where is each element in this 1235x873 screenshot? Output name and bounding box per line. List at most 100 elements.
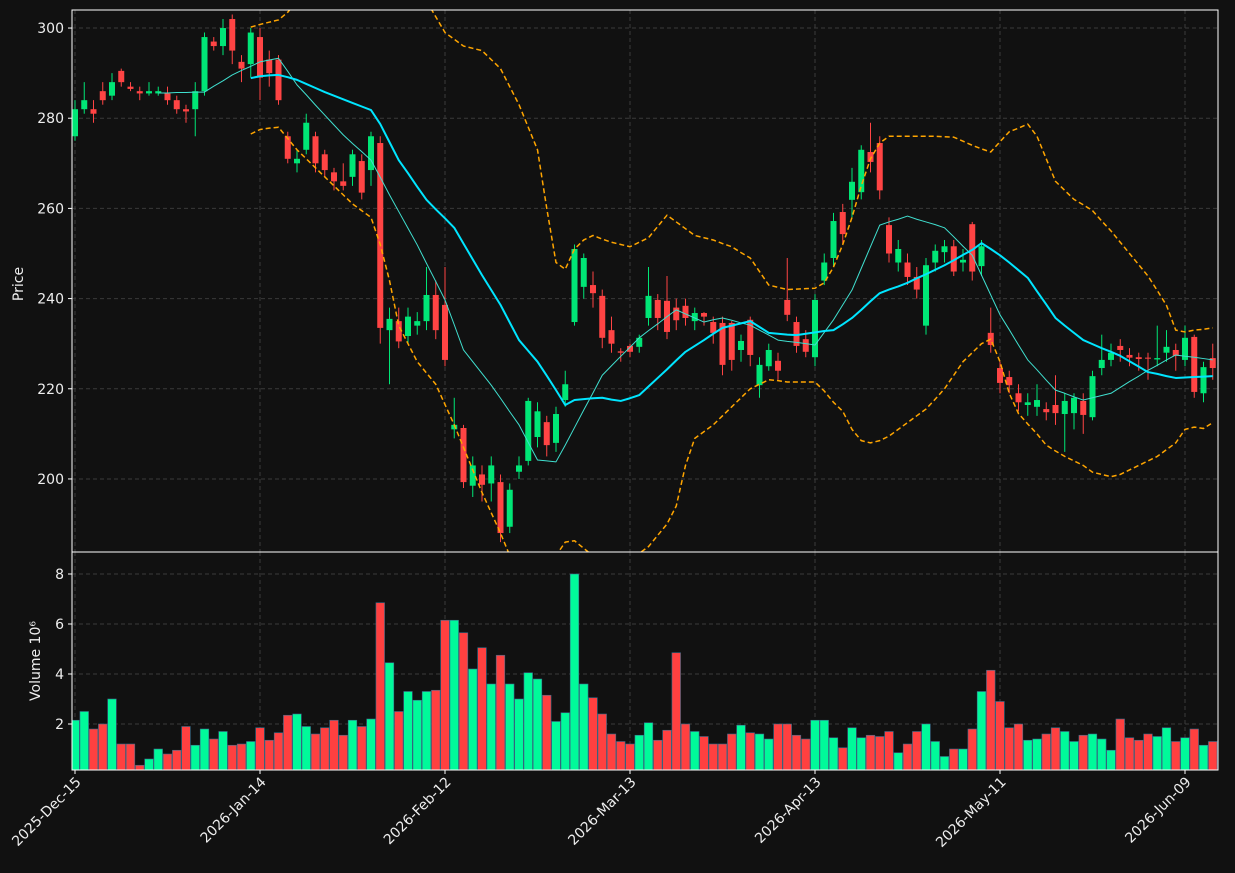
volume-bar bbox=[828, 737, 839, 770]
volume-bar bbox=[597, 713, 607, 770]
volume-bar bbox=[153, 748, 163, 770]
candle-body bbox=[571, 248, 578, 323]
volume-bar bbox=[1198, 744, 1209, 770]
volume-bar bbox=[1023, 739, 1033, 770]
candle-body bbox=[997, 368, 1003, 383]
candle-body bbox=[340, 181, 347, 186]
volume-bar bbox=[310, 733, 321, 770]
y-tick-label: 2 bbox=[55, 717, 64, 733]
volume-bar bbox=[357, 726, 367, 770]
candle-body bbox=[645, 295, 652, 318]
volume-bar bbox=[264, 739, 274, 770]
candle-body bbox=[229, 19, 236, 51]
volume-bar bbox=[116, 743, 126, 770]
candle-body bbox=[839, 212, 846, 235]
volume-bar bbox=[745, 732, 755, 770]
candle-body bbox=[580, 258, 587, 287]
volume-bar bbox=[939, 756, 950, 770]
volume-bar bbox=[1004, 727, 1014, 770]
volume-bar bbox=[912, 731, 922, 770]
y-tick-label: 300 bbox=[37, 21, 64, 37]
volume-bar bbox=[1078, 734, 1088, 770]
volume-bar bbox=[273, 732, 284, 770]
candle-body bbox=[192, 91, 199, 110]
candle-body bbox=[146, 91, 152, 94]
volume-bar bbox=[190, 744, 200, 770]
volume-bar bbox=[1097, 738, 1107, 770]
volume-bar bbox=[1032, 738, 1042, 770]
candle-body bbox=[1172, 349, 1179, 356]
volume-bar bbox=[107, 698, 117, 770]
y-tick-label: 240 bbox=[37, 292, 64, 308]
candle-body bbox=[451, 424, 458, 430]
volume-bar bbox=[893, 752, 903, 770]
y-tick-label: 220 bbox=[37, 382, 64, 398]
volume-bar bbox=[838, 747, 848, 770]
volume-bar bbox=[579, 683, 589, 770]
volume-bar bbox=[468, 668, 478, 770]
candle-body bbox=[1154, 358, 1161, 360]
y-tick-label: 260 bbox=[37, 201, 64, 217]
volume-bar bbox=[754, 733, 765, 770]
candle-body bbox=[691, 313, 698, 322]
volume-bar bbox=[292, 713, 302, 770]
candle-body bbox=[386, 318, 393, 331]
candle-body bbox=[516, 465, 522, 472]
candle-body bbox=[377, 143, 384, 328]
volume-bar bbox=[98, 723, 108, 770]
volume-bar bbox=[1152, 736, 1162, 770]
volume-bar bbox=[634, 734, 644, 770]
candle-body bbox=[904, 262, 911, 277]
candle-body bbox=[99, 91, 106, 101]
volume-bar bbox=[1143, 733, 1153, 770]
candle-body bbox=[479, 474, 485, 485]
volume-bar bbox=[884, 731, 894, 770]
candle-body bbox=[414, 321, 421, 326]
overlay-lines bbox=[158, 10, 1214, 552]
candle-body bbox=[1098, 359, 1105, 369]
volume-bar bbox=[209, 738, 219, 770]
volume-bar bbox=[1134, 739, 1144, 770]
volume-bar bbox=[236, 743, 247, 770]
volume-bar bbox=[1115, 718, 1125, 770]
candle-body bbox=[220, 28, 226, 47]
volume-bar bbox=[810, 719, 820, 770]
volume-bar bbox=[967, 728, 977, 770]
candle-body bbox=[127, 86, 134, 89]
candle-body bbox=[1089, 376, 1096, 418]
candle-body bbox=[590, 285, 596, 294]
candle-body bbox=[1080, 400, 1087, 415]
candle-body bbox=[969, 224, 976, 272]
candle-body bbox=[886, 225, 892, 254]
overlay-line bbox=[250, 126, 1214, 552]
volume-bar bbox=[671, 652, 681, 770]
volume-bar bbox=[865, 734, 876, 770]
overlay-line bbox=[158, 57, 1213, 463]
volume-bar bbox=[995, 701, 1005, 770]
candle-body bbox=[284, 136, 291, 159]
candle-body bbox=[506, 489, 513, 527]
volume-bar bbox=[875, 736, 885, 770]
candle-body bbox=[562, 384, 569, 401]
volume-bar bbox=[606, 733, 617, 770]
volume-bar bbox=[856, 737, 866, 770]
candle-body bbox=[395, 321, 402, 342]
volume-bar bbox=[773, 723, 783, 770]
candle-body bbox=[682, 305, 689, 318]
candle-body bbox=[636, 337, 643, 347]
candle-body bbox=[765, 349, 772, 367]
candle-body bbox=[1163, 346, 1170, 353]
candle-body bbox=[627, 345, 633, 352]
candle-body bbox=[867, 152, 874, 162]
volume-bar bbox=[1124, 737, 1135, 770]
volume-bar bbox=[412, 699, 422, 770]
candle-body bbox=[1145, 357, 1151, 359]
candle-body bbox=[432, 294, 439, 331]
candle-body bbox=[173, 100, 180, 110]
candle-body bbox=[497, 482, 504, 534]
volume-bar bbox=[403, 691, 413, 770]
candle-body bbox=[821, 262, 828, 281]
volume-bar bbox=[625, 743, 635, 770]
volume-frame bbox=[71, 551, 1219, 771]
